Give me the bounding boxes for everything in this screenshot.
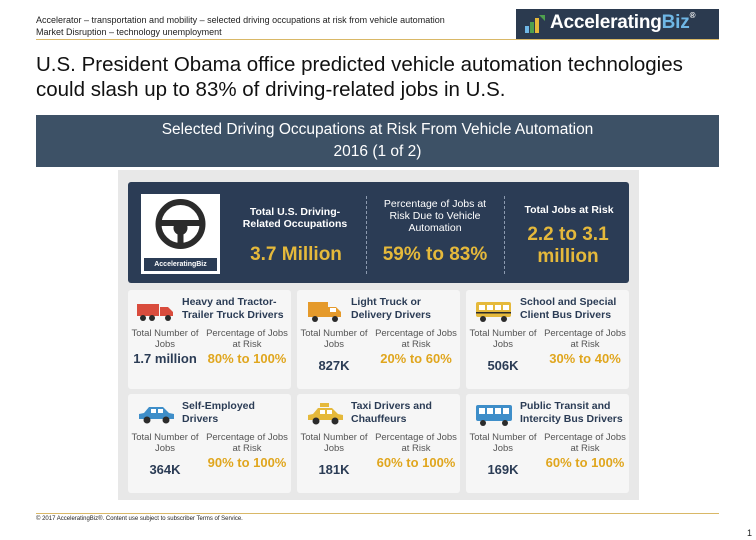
risk-column-label: Percentage of Jobs at Risk [544,432,626,454]
risk-column-label: Percentage of Jobs at Risk [206,432,288,454]
bar-chart-logo-icon [525,15,545,33]
occupation-title: Public Transit and Intercity Bus Drivers [520,400,623,425]
occupation-title: Heavy and Tractor-Trailer Truck Drivers [182,296,284,321]
header-caption: Accelerator – transportation and mobilit… [36,14,445,38]
occupation-title: Taxi Drivers and Chauffeurs [351,400,432,425]
copyright-notice: © 2017 AcceleratingBiz®. Content use sub… [36,516,243,522]
logo-wordmark: AcceleratingBiz® [550,11,696,34]
header-line-1: Accelerator – transportation and mobilit… [36,15,445,25]
infographic: AcceleratingBiz Total U.S. Driving-Relat… [118,170,639,500]
jobs-value: 181K [318,462,350,477]
occupation-title: School and Special Client Bus Drivers [520,296,617,321]
jobs-column-label: Total Number of Jobs [300,432,368,454]
occupation-card: Self-Employed Drivers Total Number of Jo… [128,394,291,493]
risk-value: 60% to 100% [376,455,456,470]
jobs-column-label: Total Number of Jobs [131,328,199,350]
footer-divider [36,513,719,514]
jobs-value: 169K [487,462,519,477]
occupation-title: Self-Employed Drivers [182,400,255,425]
jobs-value: 506K [487,358,519,373]
brand-logo: AcceleratingBiz® [516,9,719,39]
stat-label-total-occupations: Total U.S. Driving-Related Occupations [242,206,348,230]
occupation-card: Heavy and Tractor-Trailer Truck Drivers … [128,290,291,389]
risk-value: 20% to 60% [380,351,452,366]
steering-wheel-badge: AcceleratingBiz [141,194,220,274]
header-divider [36,39,719,40]
summary-panel: AcceleratingBiz Total U.S. Driving-Relat… [128,182,629,283]
occupation-card: Light Truck or Delivery Drivers Total Nu… [297,290,460,389]
stat-label-percent-at-risk: Percentage of Jobs at Risk Due to Vehicl… [383,198,487,234]
delivery-truck-icon [308,302,341,322]
risk-value: 60% to 100% [545,455,625,470]
badge-logo-strip: AcceleratingBiz [144,258,217,271]
risk-column-label: Percentage of Jobs at Risk [544,328,626,350]
jobs-value: 1.7 million [133,351,197,366]
stat-divider [504,196,505,274]
jobs-value: 364K [149,462,181,477]
jobs-column-label: Total Number of Jobs [131,432,199,454]
occupation-card: School and Special Client Bus Drivers To… [466,290,629,389]
stat-value-total-occupations: 3.7 Million [250,244,342,265]
car-icon [139,407,174,424]
stat-label-jobs-at-risk: Total Jobs at Risk [524,204,614,216]
risk-column-label: Percentage of Jobs at Risk [375,432,457,454]
occupation-title: Light Truck or Delivery Drivers [351,296,431,321]
stat-divider [366,196,367,274]
banner-subtitle: 2016 (1 of 2) [333,143,422,160]
jobs-column-label: Total Number of Jobs [469,432,537,454]
jobs-value: 827K [318,358,350,373]
stat-value-percent-at-risk: 59% to 83% [382,244,488,265]
risk-column-label: Percentage of Jobs at Risk [375,328,457,350]
stat-value-jobs-at-risk: 2.2 to 3.1 million [527,224,609,267]
steering-wheel-icon [155,199,206,249]
banner-title: Selected Driving Occupations at Risk Fro… [161,121,594,138]
header-line-2: Market Disruption – technology unemploym… [36,27,222,37]
risk-value: 80% to 100% [207,351,287,366]
risk-value: 90% to 100% [207,455,287,470]
jobs-column-label: Total Number of Jobs [300,328,368,350]
occupation-card: Public Transit and Intercity Bus Drivers… [466,394,629,493]
logo-main-text: Accelerating [550,12,662,33]
section-banner: Selected Driving Occupations at Risk Fro… [36,115,719,167]
semi-truck-icon [137,304,173,321]
logo-registered-mark: ® [689,11,696,20]
transit-bus-icon [476,405,512,426]
page-number: 1 [746,528,752,538]
risk-value: 30% to 40% [549,351,621,366]
jobs-column-label: Total Number of Jobs [469,328,537,350]
occupation-card: Taxi Drivers and Chauffeurs Total Number… [297,394,460,493]
page-title: U.S. President Obama office predicted ve… [36,53,683,101]
risk-column-label: Percentage of Jobs at Risk [206,328,288,350]
school-bus-icon [476,302,511,322]
logo-accent-text: Biz [661,12,690,33]
taxi-icon [308,403,343,425]
